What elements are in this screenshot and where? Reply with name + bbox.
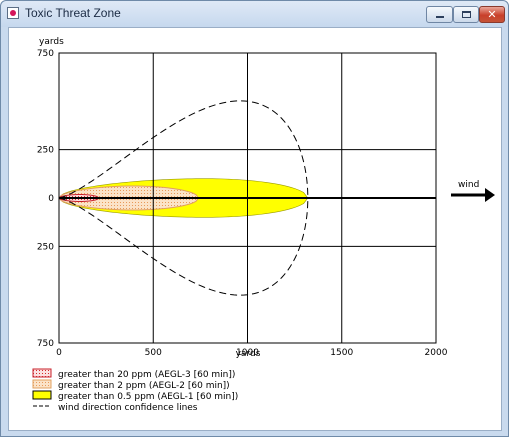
minimize-button[interactable] <box>426 6 453 23</box>
y-tick-label: 250 <box>37 242 54 252</box>
title-bar[interactable]: Toxic Threat Zone ✕ <box>1 1 508 27</box>
tick-labels: 0 500 1000 1500 2000 750 250 0 250 750 <box>37 49 448 358</box>
y-tick-label: 250 <box>37 146 54 156</box>
legend-item: wind direction confidence lines <box>33 403 198 413</box>
close-button[interactable]: ✕ <box>479 6 505 23</box>
window-title: Toxic Threat Zone <box>25 6 121 20</box>
legend-swatch <box>32 368 52 378</box>
legend-label: greater than 20 ppm (AEGL-3 [60 min]) <box>58 370 235 380</box>
x-tick-label: 1000 <box>236 348 259 358</box>
legend-item: greater than 0.5 ppm (AEGL-1 [60 min]) <box>32 390 238 402</box>
maximize-icon <box>462 11 471 18</box>
confidence-line-lower <box>58 197 309 296</box>
maximize-button[interactable] <box>453 6 479 23</box>
legend-item: greater than 2 ppm (AEGL-2 [60 min]) <box>32 379 230 391</box>
x-tick-label: 0 <box>56 348 62 358</box>
plot-frame <box>58 52 437 344</box>
x-tick-label: 2000 <box>425 348 448 358</box>
legend: greater than 20 ppm (AEGL-3 [60 min])gre… <box>32 368 238 413</box>
wind-label: wind <box>458 180 479 190</box>
legend-item: greater than 20 ppm (AEGL-3 [60 min]) <box>32 368 235 380</box>
minimize-icon <box>436 16 444 18</box>
legend-label: greater than 2 ppm (AEGL-2 [60 min]) <box>58 381 230 391</box>
legend-swatch <box>32 390 52 400</box>
y-axis-label: yards <box>39 37 64 47</box>
y-tick-label: 750 <box>37 49 54 59</box>
wind-arrow-icon <box>451 188 495 202</box>
threat-zone-chart: yards yards 0 500 1000 1500 2000 750 250 0 250 75… <box>32 37 495 413</box>
app-icon <box>7 7 19 19</box>
confidence-lines <box>58 100 309 296</box>
legend-swatch <box>32 379 52 389</box>
grid-lines <box>59 53 436 343</box>
x-tick-label: 500 <box>145 348 162 358</box>
legend-label: wind direction confidence lines <box>58 403 198 413</box>
x-axis-label: yards <box>236 349 261 359</box>
confidence-line-upper <box>58 100 309 199</box>
plot-area: yards yards 0 500 1000 1500 2000 750 250 0 250 75… <box>8 27 502 431</box>
y-tick-label: 750 <box>37 339 54 349</box>
y-tick-label: 0 <box>48 194 54 204</box>
close-icon: ✕ <box>487 8 497 21</box>
x-tick-label: 1500 <box>330 348 353 358</box>
legend-label: greater than 0.5 ppm (AEGL-1 [60 min]) <box>58 392 238 402</box>
